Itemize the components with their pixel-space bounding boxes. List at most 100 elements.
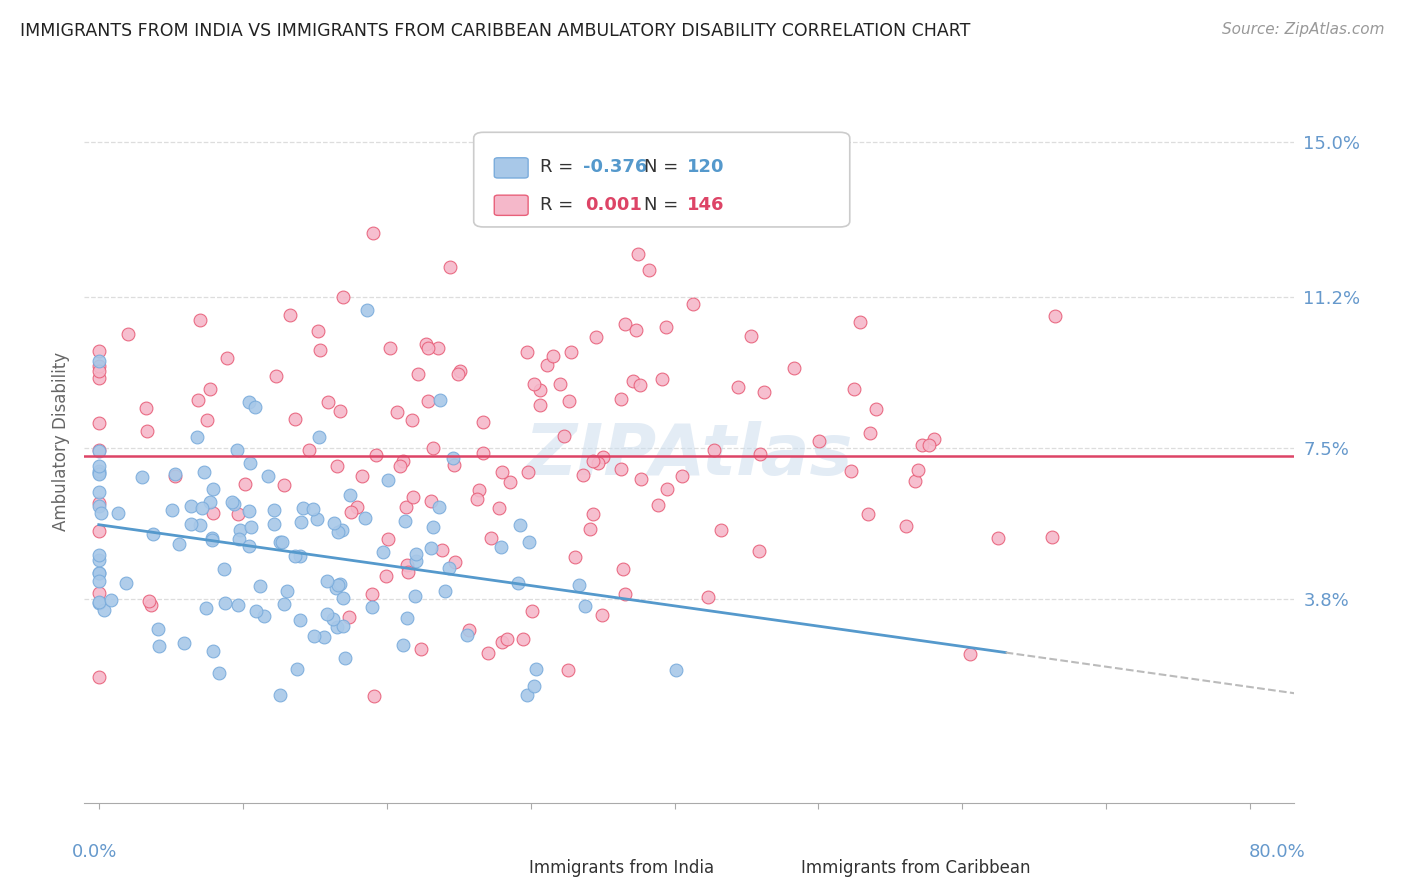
Point [406,367,429,381]
Point [87,467,110,481]
Point [671,468,693,483]
Point [326,620,349,634]
Point [443,555,465,569]
Point [467,483,489,497]
Point [87,566,110,580]
Point [740,328,762,343]
Point [100,593,122,607]
Point [585,330,607,344]
Point [353,510,375,524]
Point [228,532,250,546]
Point [865,402,887,417]
Point [458,624,481,638]
Point [654,320,676,334]
Point [87,416,110,430]
Point [87,458,110,473]
Point [651,372,673,386]
Point [269,688,291,702]
Point [256,468,278,483]
Point [385,405,408,419]
Point [214,596,236,610]
Point [292,500,315,515]
FancyBboxPatch shape [474,132,849,227]
Point [488,500,510,515]
Point [160,503,183,517]
Point [238,539,260,553]
Point [839,464,862,478]
Point [748,544,770,558]
Point [647,498,669,512]
Point [117,326,139,341]
Point [524,662,547,676]
Point [491,635,513,649]
Point [516,345,538,359]
Point [506,575,529,590]
Point [388,458,411,473]
Point [479,532,502,546]
Point [612,561,634,575]
Point [208,666,231,681]
Point [363,226,385,240]
Point [472,446,495,460]
Point [437,560,460,574]
Point [131,470,153,484]
Point [610,462,633,476]
Point [614,317,637,331]
Point [200,531,222,545]
Point [696,590,718,604]
Point [180,517,202,532]
Point [328,578,350,592]
Point [329,577,352,591]
Point [240,520,263,534]
Point [138,593,160,607]
Point [226,508,249,522]
Text: N =: N = [644,195,685,213]
Point [536,359,558,373]
Point [415,337,437,351]
Point [411,641,433,656]
Point [1040,530,1063,544]
Point [87,371,110,385]
Point [201,482,224,496]
Point [307,511,329,525]
Point [87,499,110,513]
Point [418,394,440,409]
Point [308,429,330,443]
Point [703,442,725,457]
Point [727,380,749,394]
Point [361,587,384,601]
Point [783,360,806,375]
Point [87,359,110,373]
Point [529,398,551,412]
Point [637,262,659,277]
Point [226,443,249,458]
Point [314,630,336,644]
Point [302,629,325,643]
Point [87,343,110,358]
Point [87,466,110,480]
Point [665,663,688,677]
Text: IMMIGRANTS FROM INDIA VS IMMIGRANTS FROM CARIBBEAN AMBULATORY DISABILITY CORRELA: IMMIGRANTS FROM INDIA VS IMMIGRANTS FROM… [20,22,970,40]
Point [239,456,262,470]
Point [198,495,221,509]
Point [142,526,165,541]
Point [285,662,308,676]
Point [221,494,243,508]
Point [394,514,416,528]
Point [918,438,941,452]
FancyBboxPatch shape [763,858,797,879]
Point [472,415,495,429]
Point [87,596,110,610]
Point [682,297,704,311]
Text: Immigrants from Caribbean: Immigrants from Caribbean [801,859,1031,877]
Point [842,382,865,396]
Point [657,482,679,496]
Point [245,400,267,414]
Point [163,467,186,481]
Point [418,342,440,356]
Point [87,553,110,567]
Text: ZIPAtlas: ZIPAtlas [524,422,853,491]
Point [180,499,202,513]
Text: Source: ZipAtlas.com: Source: ZipAtlas.com [1222,22,1385,37]
Point [360,600,382,615]
